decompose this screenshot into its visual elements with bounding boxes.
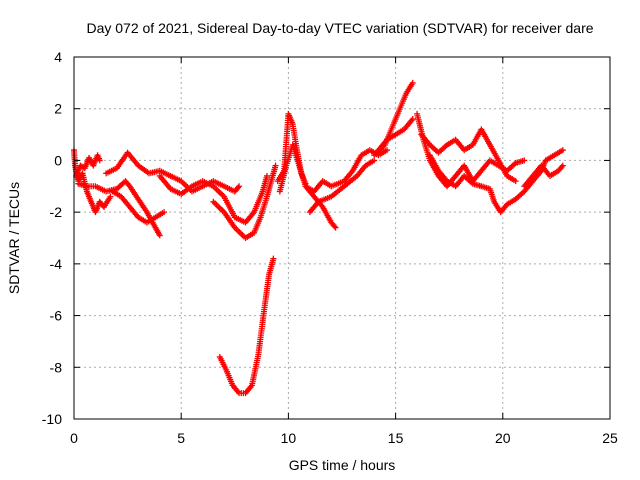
data-point	[559, 147, 566, 154]
y-axis-ticks: -10 -8 -6 -4 -2 0 2 4	[42, 49, 610, 427]
x-tick-label: 15	[388, 430, 404, 446]
data-point	[558, 163, 565, 170]
y-tick-label: 2	[54, 101, 62, 117]
data-point	[559, 162, 566, 169]
data-point	[512, 178, 519, 185]
data-point	[331, 223, 338, 230]
y-tick-label: -2	[50, 204, 63, 220]
data-point	[270, 255, 277, 262]
data-point	[384, 147, 391, 154]
data-point	[263, 172, 270, 179]
data-point	[409, 79, 416, 86]
y-tick-label: 0	[54, 152, 62, 168]
x-tick-label: 10	[281, 430, 297, 446]
x-tick-label: 20	[495, 430, 511, 446]
data-point	[156, 232, 163, 239]
y-tick-label: -8	[50, 359, 63, 375]
plot-frame	[73, 56, 611, 420]
data-point	[409, 116, 416, 123]
y-tick-label: -6	[50, 308, 63, 324]
data-point	[236, 183, 243, 190]
data-point	[235, 184, 242, 191]
x-tick-label: 5	[177, 430, 185, 446]
y-tick-label: -4	[50, 256, 63, 272]
data-point	[161, 209, 168, 216]
y-tick-label: -10	[42, 411, 62, 427]
grid-lines	[74, 57, 610, 419]
data-point	[332, 224, 339, 231]
y-tick-label: 4	[54, 49, 62, 65]
x-tick-label: 25	[602, 430, 618, 446]
x-axis-ticks: 0 5 10 15 20 25	[70, 57, 618, 446]
x-tick-label: 0	[70, 430, 78, 446]
data-points	[71, 79, 566, 397]
data-point	[96, 157, 103, 164]
data-point	[521, 157, 528, 164]
chart-title: Day 072 of 2021, Sidereal Day-to-day VTE…	[86, 20, 593, 36]
y-axis-label: SDTVAR / TECUs	[6, 182, 22, 294]
data-point	[272, 162, 279, 169]
x-axis-label: GPS time / hours	[289, 457, 396, 473]
data-point	[371, 157, 378, 164]
data-point	[107, 193, 114, 200]
